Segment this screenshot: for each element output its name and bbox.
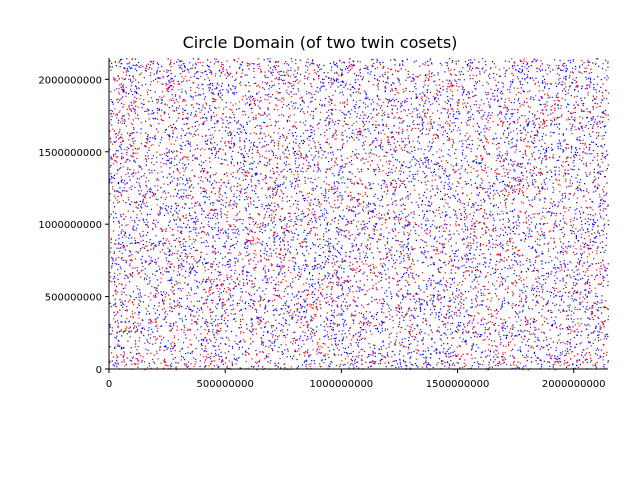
- scatter-points: [109, 58, 610, 371]
- x-tick-label: 0: [106, 379, 112, 390]
- x-tick-label: 2000000000: [542, 379, 606, 390]
- y-ticks: 0 500000000 1000000000 1500000000 2000000000: [38, 75, 109, 376]
- y-tick-label: 1000000000: [38, 220, 102, 231]
- x-ticks: 0 500000000 1000000000 1500000000 2000000000: [106, 369, 606, 390]
- x-tick-label: 1000000000: [310, 379, 374, 390]
- y-tick-label: 2000000000: [38, 75, 102, 86]
- x-tick-label: 1500000000: [426, 379, 490, 390]
- series-1-points: [109, 58, 610, 371]
- chart-title: Circle Domain (of two twin cosets): [183, 33, 458, 52]
- x-tick-label: 500000000: [197, 379, 254, 390]
- y-tick-label: 0: [96, 365, 102, 376]
- y-tick-label: 500000000: [45, 293, 102, 304]
- y-tick-label: 1500000000: [38, 148, 102, 159]
